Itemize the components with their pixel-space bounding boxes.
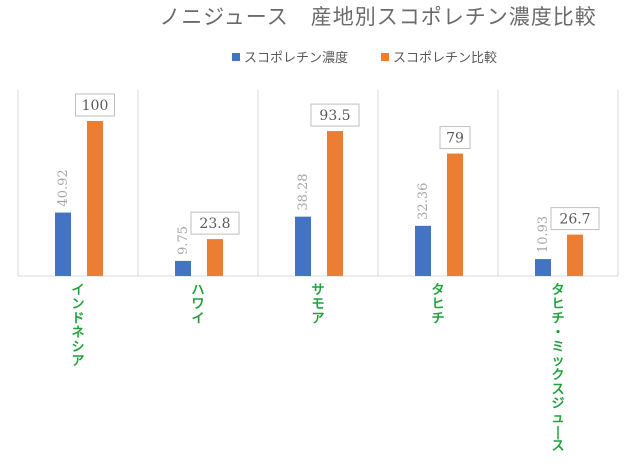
data-label-concentration: 10.93	[536, 216, 551, 253]
bar-concentration	[415, 225, 431, 276]
data-label-box	[550, 207, 600, 231]
data-label-concentration: 40.92	[56, 169, 71, 206]
legend-swatch-concentration	[232, 53, 240, 61]
data-label-concentration: 32.36	[416, 183, 431, 220]
bar-concentration	[535, 259, 551, 276]
data-label-comparison: 26.7	[559, 212, 590, 228]
legend-label-concentration: スコポレチン濃度	[244, 50, 348, 66]
bar-concentration	[55, 212, 71, 276]
data-label-concentration: 9.75	[176, 226, 191, 255]
chart-title: ノニジュース 産地別スコポレチン濃度比較	[159, 5, 596, 29]
legend: スコポレチン濃度 スコポレチン比較	[232, 50, 497, 66]
plot-area: 40.92 100 インドネシア 9.75 23.8 ハワイ 38.28 93.5 サモア 32.…	[17, 90, 619, 454]
bar-comparison	[447, 153, 463, 276]
data-label-comparison: 100	[82, 98, 109, 114]
legend-label-comparison: スコポレチン比較	[393, 51, 497, 66]
data-label-comparison: 23.8	[199, 216, 230, 232]
data-label-comparison: 93.5	[319, 108, 350, 124]
data-label-concentration: 38.28	[296, 173, 311, 210]
bar-comparison	[567, 234, 583, 276]
bar-comparison	[87, 121, 103, 276]
bar-comparison	[207, 239, 223, 276]
category-label: タヒチ・ミックスジュ|ス	[551, 283, 564, 454]
bar-concentration	[295, 216, 311, 276]
bar-concentration	[175, 260, 191, 276]
data-label-comparison: 79	[446, 131, 464, 147]
category-label: ハワイ	[191, 283, 204, 326]
category-label: タヒチ	[431, 283, 444, 326]
data-label-box	[310, 103, 360, 127]
category-label: サモア	[311, 283, 324, 326]
data-label-box	[190, 211, 240, 235]
legend-swatch-comparison	[381, 53, 389, 61]
data-label-box	[75, 93, 115, 117]
bar-comparison	[327, 131, 343, 276]
data-label-box	[439, 126, 471, 150]
category-label: インドネシア	[71, 283, 84, 369]
